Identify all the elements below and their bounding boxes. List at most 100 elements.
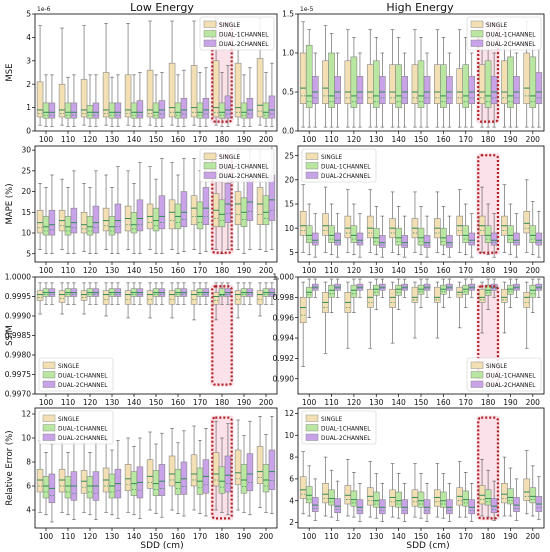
box-single [366,215,374,239]
x-tick-label: 200 [526,135,541,144]
x-tick-label: 100 [39,135,54,144]
y-tick-label: 25 [284,151,294,160]
x-tick-label: 180 [215,266,230,275]
box-dual-2channel [513,497,520,512]
box-single [58,290,66,303]
x-tick-label: 180 [481,135,496,144]
y-tick-label: 2 [289,518,294,527]
box-dual-2channel [423,499,431,515]
legend-swatch [470,371,484,379]
box-dual-1channel [328,225,335,243]
x-tick-label: 140 [391,398,406,407]
x-tick-label: 110 [61,532,76,541]
box-single [234,290,242,305]
box-single [256,58,264,118]
y-tick-label: 3 [26,56,31,65]
x-tick-label: 160 [436,135,451,144]
box-dual-2channel [468,232,476,246]
legend-frame [199,148,275,183]
legend: SINGLE DUAL-1CHANNEL DUAL-2CHANNEL [301,148,377,183]
x-tick-label: 180 [481,398,496,407]
box-dual-2channel [423,76,431,104]
y-tick-label: 1.5 [282,10,294,19]
legend-label: DUAL-2CHANNEL [321,436,371,442]
legend-frame [301,410,377,445]
box-dual-1channel [64,476,72,499]
box-single [434,489,441,507]
box-dual-1channel [152,102,160,119]
x-tick-label: 200 [526,532,541,541]
box-dual-2channel [246,97,254,119]
legend-swatch [42,361,56,369]
axis-exponent: 1e-5 [300,6,314,13]
box-dual-2channel [48,209,56,236]
x-tick-label: 170 [459,266,474,275]
box-single [190,454,198,487]
box-single [523,211,531,234]
legend-swatch [305,433,319,441]
box-dual-1channel [529,487,537,504]
box-dual-2channel [334,232,341,246]
x-tick-label: 150 [414,532,429,541]
x-tick-label: 170 [459,532,474,541]
x-tick-label: 100 [302,266,317,275]
box-single [36,290,44,301]
x-tick-label: 200 [259,398,274,407]
y-tick-label: 0.994 [273,334,295,343]
box-dual-2channel [490,498,498,513]
box-dual-1channel [440,64,447,108]
x-tick-label: 190 [503,398,518,407]
x-tick-label: 190 [237,532,252,541]
box-dual-2channel [136,199,144,232]
box-single [299,476,307,499]
x-tick-label: 130 [105,398,120,407]
box-single [256,446,264,484]
box-single [168,290,176,305]
box-single [411,489,419,507]
box-single [212,60,220,118]
y-tick-label: 6 [289,475,294,484]
box-dual-2channel [70,102,78,119]
box-dual-2channel [468,76,476,104]
y-axis-label: MAPE (%) [5,183,15,224]
box-dual-1channel [507,488,514,505]
x-tick-label: 190 [237,398,252,407]
box-dual-1channel [417,227,425,246]
box-dual-2channel [202,97,210,119]
box-dual-2channel [490,76,498,104]
box-dual-1channel [373,284,380,296]
legend-label: SINGLE [219,23,240,29]
panel-7: 4 6 8 10 12 100 110 120 130 140 150 160 170 180 190 200… [5,407,278,541]
legend-swatch [470,39,484,47]
y-tick-label: 8 [26,458,31,467]
x-tick-label: 150 [149,266,164,275]
col-title-high: High Energy [386,1,454,14]
y-tick-label: 1.000 [273,273,295,282]
box-dual-1channel [507,225,514,243]
y-tick-label: 15 [21,208,31,217]
highlight-frame [211,154,233,254]
y-tick-label: 0.998 [273,293,295,302]
box-dual-2channel [92,205,100,234]
x-tick-label: 110 [61,135,76,144]
x-tick-label: 170 [193,266,208,275]
legend-label: DUAL-2CHANNEL [219,42,269,48]
y-tick-label: 0.9975 [5,370,31,379]
x-tick-label: 120 [347,135,362,144]
x-tick-label: 160 [436,532,451,541]
box-dual-1channel [417,491,425,508]
legend: SINGLE DUAL-1CHANNEL DUAL-2CHANNEL [199,16,275,51]
box-dual-1channel [108,102,116,119]
box-single [478,64,486,104]
y-tick-label: 6 [26,482,31,491]
legend-swatch [42,380,56,388]
x-tick-label: 140 [127,266,142,275]
box-dual-2channel [158,195,166,230]
x-tick-label: 150 [149,398,164,407]
y-tick-label: 0.990 [273,374,295,383]
box-dual-1channel [174,468,182,495]
x-tick-label: 170 [193,398,208,407]
box-single [146,290,154,305]
box-dual-1channel [240,102,248,119]
box-dual-1channel [350,284,358,298]
